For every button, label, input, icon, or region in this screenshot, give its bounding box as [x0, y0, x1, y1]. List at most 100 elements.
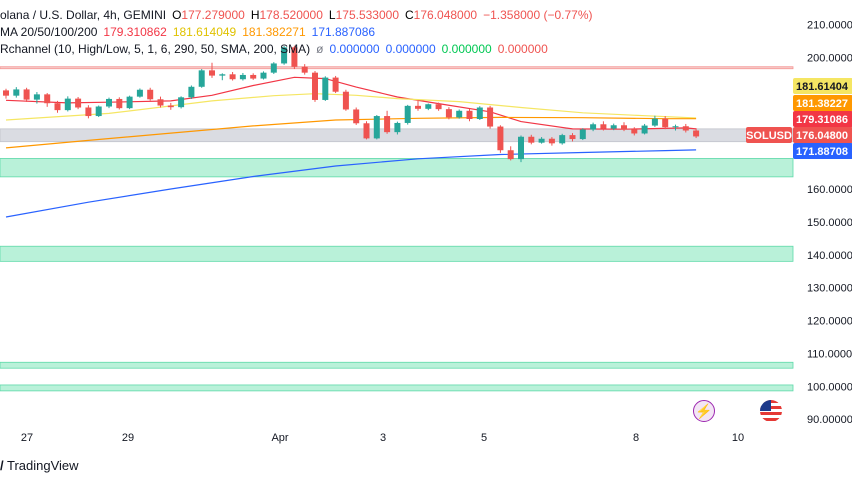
candle [425, 103, 432, 111]
price-tick-label: 90.000000 [807, 414, 852, 426]
time-tick-label: 5 [481, 432, 487, 444]
candle-body [373, 116, 380, 139]
price-tag [793, 143, 852, 159]
candle-body [260, 72, 267, 79]
candle [435, 102, 442, 111]
candle [209, 62, 215, 78]
channel-legend[interactable]: Rchannel (10, High/Low, 5, 1, 6, 290, 50… [0, 42, 554, 56]
candle [312, 71, 318, 102]
price-tag [793, 95, 852, 111]
candle [219, 73, 226, 81]
price-tick-label: 100.000000 [807, 381, 852, 393]
price-tag [793, 111, 852, 127]
candle [126, 95, 133, 110]
price-tick-label: 110.000000 [807, 348, 852, 360]
ohlc-low: 175.533000 [335, 8, 399, 22]
time-tick-label: 10 [732, 432, 744, 444]
hide-indicator-icon[interactable]: ø [316, 42, 324, 56]
lightning-icon[interactable]: ⚡ [693, 400, 715, 422]
candle [291, 45, 298, 70]
candle [497, 125, 504, 153]
ohlc-high-label: H [250, 8, 260, 22]
ma200-value: 171.887086 [311, 25, 376, 39]
candle-body [621, 125, 627, 130]
ohlc-high: 178.520000 [259, 8, 323, 22]
ma-legend[interactable]: MA 20/50/100/200 179.310862 181.614049 181.… [0, 25, 381, 39]
candle [466, 108, 473, 122]
us-flag-canton [760, 400, 771, 411]
candle [85, 105, 92, 119]
time-tick-label: Apr [271, 432, 288, 444]
candle [528, 134, 535, 145]
candle [487, 105, 494, 129]
candle [538, 137, 545, 144]
candle-body [44, 94, 51, 104]
ma100-value: 181.382271 [242, 25, 306, 39]
candle [178, 96, 185, 109]
zone-green [0, 245, 794, 262]
candle [167, 102, 174, 110]
candle-body [641, 125, 648, 134]
candle-body [198, 70, 205, 87]
price-tag-label: 181.38227 [796, 98, 848, 110]
candle [693, 128, 700, 139]
candle-body [301, 66, 308, 73]
price-axis[interactable]: 210.000000 200.000000 160.000000 150.000000… [807, 20, 852, 426]
candle-body [75, 98, 82, 108]
price-tag-label: 181.61404 [796, 81, 849, 93]
ma20-line [5, 76, 697, 130]
price-tick-label: 130.000000 [807, 283, 852, 295]
ma50-value: 181.614049 [172, 25, 237, 39]
candle [579, 128, 586, 141]
candle-body [13, 89, 20, 96]
ma200-line [5, 149, 697, 218]
candle-body [157, 99, 164, 106]
price-tick-label: 150.000000 [807, 217, 852, 229]
channel-legend-label: Rchannel (10, High/Low, 5, 1, 6, 290, 50… [0, 42, 311, 56]
zone-green [0, 361, 794, 369]
candle-body [528, 136, 535, 143]
symbol-legend[interactable]: olana / U.S. Dollar, 4h, GEMINI O177.2790… [0, 8, 599, 22]
candle-body [116, 98, 123, 109]
candle [518, 135, 524, 163]
candle [3, 88, 9, 99]
candle [415, 100, 421, 111]
ma50-line [5, 93, 697, 121]
logo-text: TradingView [7, 458, 79, 473]
candle [476, 106, 483, 120]
candle [157, 96, 164, 108]
candle-body [219, 74, 226, 76]
time-axis[interactable]: 27 29 Apr 3 5 8 10 [21, 432, 744, 444]
candle-body [147, 89, 154, 100]
candle [394, 121, 401, 135]
zone-red [0, 66, 794, 70]
candle [600, 121, 607, 131]
candle [384, 110, 391, 134]
candle [64, 96, 71, 112]
ohlc-change: −1.358000 (−0.77%) [483, 8, 593, 22]
candle-body [342, 91, 349, 110]
candle-body [270, 63, 277, 73]
price-tick-label: 120.000000 [807, 316, 852, 328]
candle [456, 109, 463, 119]
candle-body [54, 103, 61, 111]
candle-body [610, 125, 617, 129]
ohlc-low-label: L [328, 8, 336, 22]
candle-body [425, 104, 432, 109]
us-flag-icon[interactable] [760, 400, 782, 422]
candle [239, 72, 246, 81]
candle [322, 76, 329, 101]
price-tick-label: 210.000000 [807, 20, 852, 32]
candle-body [590, 124, 597, 130]
candle [13, 87, 20, 98]
candle-body [136, 89, 143, 97]
time-tick-label: 27 [21, 432, 33, 444]
ohlc-open: 177.279000 [181, 8, 245, 22]
tradingview-logo[interactable]: / TradingView [0, 458, 79, 473]
symbol-tag [746, 127, 792, 143]
candle-body [23, 89, 30, 100]
candle-body [538, 138, 545, 143]
candle [54, 100, 61, 113]
candle-body [559, 135, 566, 144]
